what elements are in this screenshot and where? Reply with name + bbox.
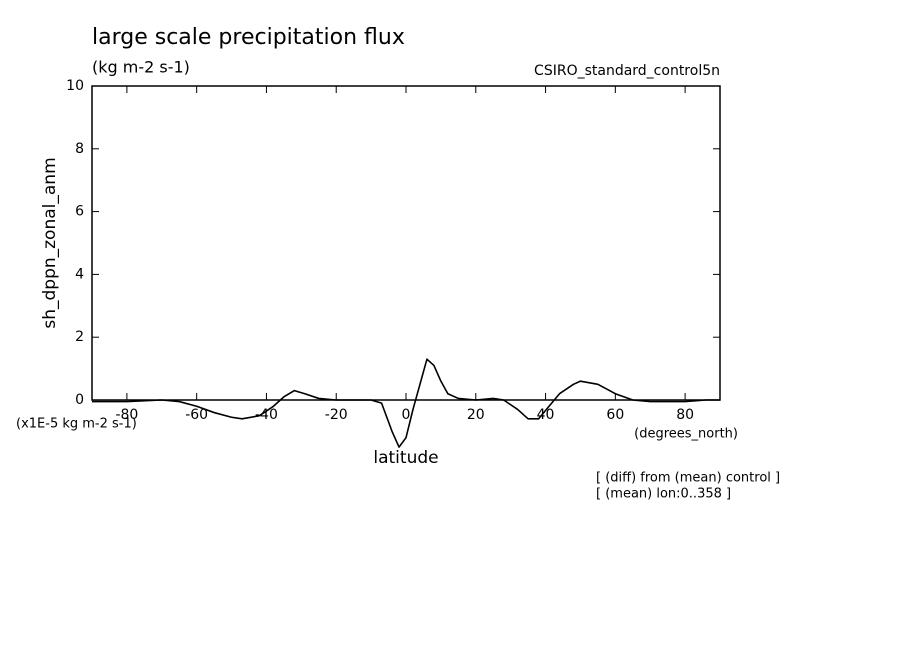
- x-tick-label: 80: [676, 407, 694, 423]
- y-tick-label: 2: [75, 329, 84, 345]
- y-axis-label: sh_dppn_zonal_anm: [40, 157, 60, 328]
- run-label: CSIRO_standard_control5n: [534, 63, 720, 79]
- x-tick-label: 20: [467, 407, 485, 423]
- chart-subtitle: (kg m-2 s-1): [92, 58, 190, 77]
- y-tick-label: 0: [75, 392, 84, 408]
- y-tick-label: 10: [66, 78, 84, 94]
- x-tick-label: -40: [255, 407, 278, 423]
- y-units: (x1E-5 kg m-2 s-1): [16, 417, 137, 432]
- x-axis-label: latitude: [373, 448, 438, 468]
- x-tick-label: 40: [537, 407, 555, 423]
- x-tick-label: -80: [115, 407, 138, 423]
- plot-frame: [91, 85, 721, 401]
- data-line: [92, 358, 720, 448]
- x-tick-label: -60: [185, 407, 208, 423]
- note: [ (mean) lon:0..358 ]: [596, 487, 731, 502]
- y-tick-label: 8: [75, 141, 84, 157]
- note: [ (diff) from (mean) control ]: [596, 471, 780, 486]
- y-tick-label: 6: [75, 204, 84, 220]
- y-tick-label: 4: [75, 266, 84, 282]
- x-tick-label: -20: [325, 407, 348, 423]
- chart-title: large scale precipitation flux: [92, 25, 405, 50]
- x-tick-label: 0: [402, 407, 411, 423]
- x-units: (degrees_north): [634, 427, 738, 442]
- x-tick-label: 60: [606, 407, 624, 423]
